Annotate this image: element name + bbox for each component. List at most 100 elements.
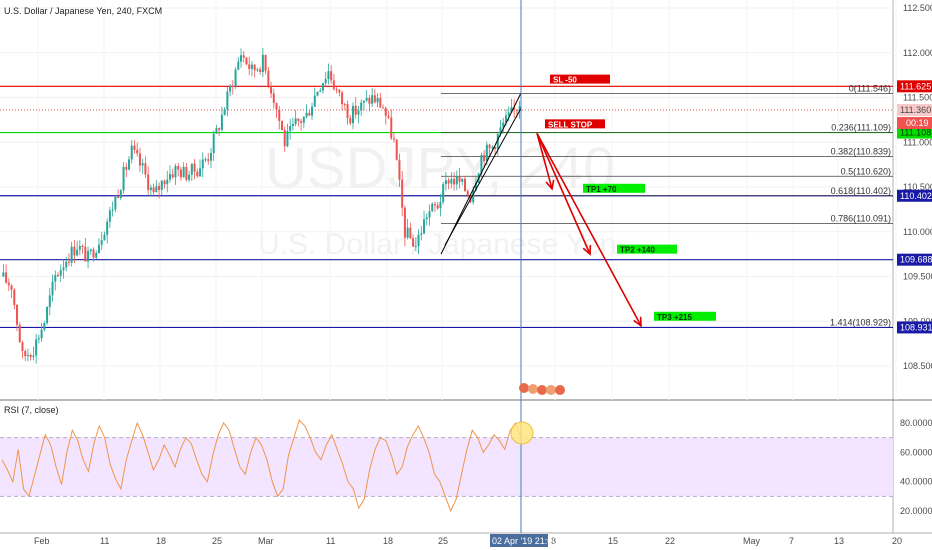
candle-body: [152, 187, 155, 193]
candle-body: [297, 118, 300, 122]
main-pane: [0, 0, 893, 400]
candle-body: [250, 64, 253, 69]
candle-body: [185, 166, 188, 180]
trade-arrow: [536, 132, 642, 327]
candle-body: [229, 86, 232, 92]
candle-body: [81, 246, 84, 248]
candle-body: [155, 186, 158, 193]
candle-body: [379, 98, 382, 108]
candle-body: [253, 64, 256, 71]
candle-body: [166, 179, 169, 185]
candle-body: [305, 112, 308, 117]
candle-body: [267, 70, 270, 86]
candle-body: [278, 109, 281, 121]
time-tick-label: 8: [551, 536, 556, 546]
watermark-ticker: USDJPY, 240: [265, 136, 615, 201]
annotation-label[interactable]: SL -50: [553, 76, 577, 85]
annotation-label[interactable]: TP2 +140: [620, 246, 655, 255]
candle-body: [97, 244, 100, 254]
candle-body: [168, 174, 171, 180]
candle-body: [21, 342, 24, 351]
time-tick-label: 22: [665, 536, 675, 546]
price-tick-label: 109.500: [903, 272, 932, 282]
annotation-box: [550, 74, 610, 84]
annotation-label[interactable]: TP1 +70: [586, 185, 617, 194]
candle-body: [106, 221, 109, 235]
candle-body: [442, 184, 445, 203]
time-tick-label: 25: [212, 536, 222, 546]
candle-body: [439, 202, 442, 209]
candle-body: [491, 147, 494, 149]
candle-body: [174, 166, 177, 178]
level-price-label: 111.108: [900, 128, 931, 138]
candle-body: [428, 211, 431, 218]
candle-body: [373, 95, 376, 103]
candle-body: [283, 129, 286, 147]
candle-body: [330, 71, 333, 81]
candle-body: [343, 104, 346, 106]
crosshair-time-label: 02 Apr '19 21:00: [492, 536, 557, 546]
candle-body: [499, 127, 502, 134]
candle-body: [300, 121, 303, 123]
candle-body: [76, 249, 79, 256]
candle-body: [349, 118, 352, 124]
time-tick-label: Feb: [34, 536, 50, 546]
candle-body: [70, 246, 73, 263]
economic-events-icon[interactable]: [519, 383, 565, 395]
candle-body: [384, 108, 387, 116]
candle-body: [286, 131, 289, 147]
candle-body: [188, 174, 191, 180]
rsi-tick-label: 40.0000: [900, 477, 932, 487]
candle-body: [346, 104, 349, 119]
candle-body: [73, 246, 76, 256]
candle-body: [89, 249, 92, 252]
candle-body: [51, 281, 54, 296]
candle-body: [237, 61, 240, 70]
price-tick-label: 108.500: [903, 361, 932, 371]
candle-body: [62, 267, 65, 271]
price-tick-label: 110.500: [903, 182, 932, 192]
rsi-highlight-marker: [510, 421, 534, 445]
annotation-label[interactable]: SELL STOP: [548, 120, 593, 129]
candle-body: [220, 114, 223, 130]
candle-body: [280, 120, 283, 130]
candle-body: [368, 97, 371, 104]
candle-body: [406, 227, 409, 238]
time-tick-label: 13: [834, 536, 844, 546]
fib-label: 0.5(110.620): [841, 166, 891, 176]
candle-body: [450, 179, 453, 184]
trade-drawings[interactable]: SL -50 SELL STOP TP1 +70 TP2 +140 TP3 +215: [440, 74, 716, 328]
candle-body: [179, 169, 182, 178]
candle-body: [485, 144, 488, 162]
candle-body: [207, 159, 210, 161]
candle-body: [480, 155, 483, 174]
symbol-title[interactable]: U.S. Dollar / Japanese Yen, 240, FXCM: [4, 6, 162, 16]
fibonacci-retracement[interactable]: 0(111.546) 0.236(111.109) 0.382(110.839) 0.…: [441, 83, 893, 328]
trade-arrow-head: [633, 316, 642, 328]
fib-label: 0.618(110.402): [831, 186, 891, 196]
candle-body: [352, 105, 355, 124]
candle-body: [193, 163, 196, 172]
time-tick-label: 25: [438, 536, 448, 546]
candle-body: [177, 166, 180, 170]
annotation-label[interactable]: TP3 +215: [657, 313, 692, 322]
candle-body: [423, 219, 426, 234]
level-price-badge: [897, 189, 932, 202]
fib-label: 0.236(111.109): [831, 122, 891, 132]
rsi-line: [1, 419, 522, 513]
candle-body: [313, 95, 316, 107]
candle-body: [149, 187, 152, 191]
candle-body: [360, 102, 363, 111]
candle-body: [95, 253, 98, 258]
candle-body: [390, 117, 393, 139]
candle-body: [414, 246, 417, 248]
grid-lines: [0, 0, 897, 400]
level-price-badge: [897, 253, 932, 266]
candle-body: [447, 180, 450, 184]
indicator-title[interactable]: RSI (7, close): [4, 405, 59, 415]
candle-body: [240, 55, 243, 62]
trade-arrow-head: [545, 179, 555, 191]
candle-body: [261, 54, 264, 72]
candle-body: [494, 147, 497, 149]
candle-body: [382, 107, 385, 109]
